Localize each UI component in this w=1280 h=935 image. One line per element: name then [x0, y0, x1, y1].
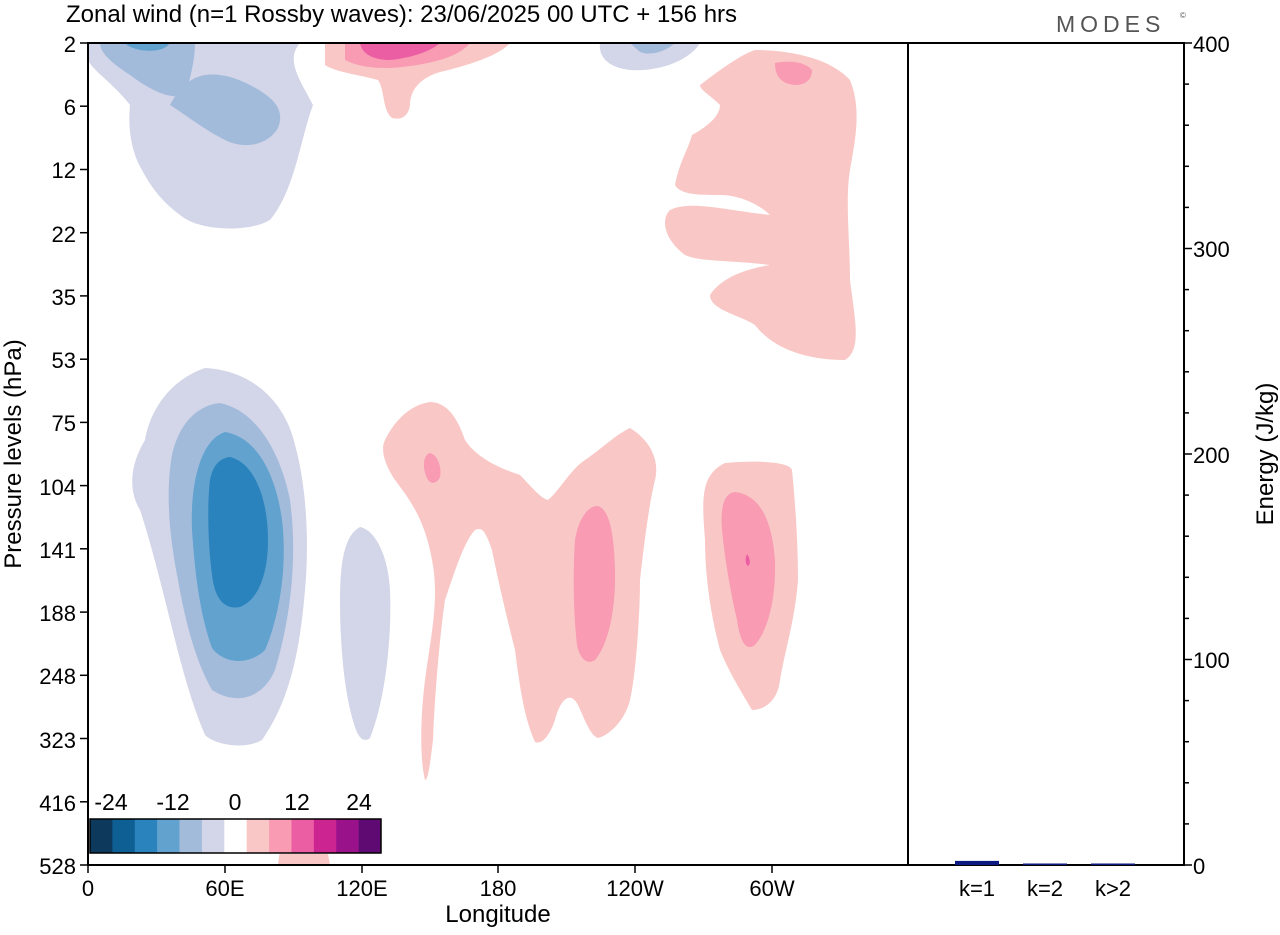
energy-category-k1: k=1 [959, 876, 995, 901]
contour-neg-16-trop-60E [208, 457, 268, 608]
colorbar-cell [179, 819, 203, 853]
contour-neg-8-upper-west-b [170, 74, 281, 146]
pressure-tick-marks [80, 42, 88, 866]
contour-pos-8-trop-130W [573, 505, 616, 662]
y-tick-label-2: 2 [64, 32, 76, 57]
colorbar-cell [90, 819, 113, 853]
contour-neg-4-top-dateline [599, 43, 700, 71]
longitude-axis: 0 60E 120E 180 120W 60W Longitude [82, 865, 795, 928]
energy-bar-k2 [1023, 863, 1067, 865]
brand-logo: MODES [1056, 11, 1165, 37]
x-tick-label-60E: 60E [205, 876, 244, 901]
colorbar-cell [269, 819, 292, 853]
y-tick-label-12: 12 [52, 158, 76, 183]
contour-neg-4-upper-west [88, 43, 313, 229]
colorbar-cell [336, 819, 359, 853]
energy-bar-k1 [955, 860, 999, 865]
colorbar-cell [246, 819, 270, 853]
contour-pos-12-top-125E [360, 43, 440, 60]
colorbar-cell [313, 819, 337, 853]
x-tick-label-60W: 60W [749, 876, 794, 901]
energy-plot-frame [907, 42, 1185, 866]
energy-panel: 400 300 200 100 0 k=1 k=2 k>2 Energy (J/… [907, 32, 1279, 901]
chart-title: Zonal wind (n=1 Rossby waves): 23/06/202… [66, 1, 737, 28]
contour-neg-12-upper-west [125, 43, 170, 51]
energy-axis-title: Energy (J/kg) [1252, 383, 1279, 526]
colorbar-cell [112, 819, 136, 853]
colorbar-label-12: 12 [284, 789, 310, 815]
contour-pos-8-trop-150E [423, 453, 441, 483]
energy-tick-label-200: 200 [1193, 443, 1230, 468]
colorbar-label-24: 24 [346, 789, 372, 815]
x-tick-label-120E: 120E [336, 876, 387, 901]
contour-pos-12-trop-60W [745, 554, 750, 566]
colorbar-cell [224, 819, 247, 853]
energy-category-k2: k=2 [1027, 876, 1063, 901]
y-tick-label-416: 416 [39, 791, 76, 816]
energy-tick-label-100: 100 [1193, 648, 1230, 673]
y-axis-title: Pressure levels (hPa) [0, 339, 27, 568]
energy-tick-label-400: 400 [1193, 32, 1230, 57]
contour-field [88, 43, 857, 865]
contour-pos-8-trop-60W [721, 492, 776, 648]
contour-neg-8-top-dateline [630, 43, 675, 54]
colorbar-cells [90, 819, 382, 853]
colorbar-label-minus12: -12 [156, 789, 189, 815]
colorbar-label-zero: 0 [229, 789, 242, 815]
colorbar-cell [157, 819, 180, 853]
brand-mark: © [1180, 11, 1186, 20]
colorbar-label-minus24: -24 [94, 789, 127, 815]
x-axis-title: Longitude [445, 901, 550, 928]
y-tick-label-528: 528 [39, 854, 76, 879]
energy-tick-label-0: 0 [1193, 854, 1205, 879]
colorbar-frame [89, 818, 382, 854]
contour-pos-4-trop-dateline [383, 402, 657, 780]
y-tick-label-248: 248 [39, 664, 76, 689]
y-tick-label-75: 75 [52, 411, 76, 436]
pressure-axis: 2 6 12 22 35 53 75 104 141 188 248 323 4… [0, 32, 88, 879]
x-tick-label-0: 0 [82, 876, 94, 901]
contour-neg-8-upper-west-a [100, 43, 195, 97]
colorbar-cell [134, 819, 158, 853]
energy-bars [955, 860, 1135, 865]
x-tick-label-180: 180 [480, 876, 517, 901]
y-tick-label-22: 22 [52, 222, 76, 247]
y-tick-label-6: 6 [64, 95, 76, 120]
colorbar-cell [201, 819, 225, 853]
y-tick-label-53: 53 [52, 348, 76, 373]
y-tick-label-104: 104 [39, 475, 76, 500]
energy-tick-marks [1184, 42, 1192, 866]
y-tick-label-188: 188 [39, 601, 76, 626]
energy-tick-label-300: 300 [1193, 237, 1230, 262]
y-tick-label-141: 141 [39, 538, 76, 563]
colorbar: -24 -12 0 12 24 [89, 786, 382, 854]
y-tick-label-35: 35 [52, 285, 76, 310]
contour-pos-8-upper-east [775, 61, 812, 85]
energy-category-k-gt-2: k>2 [1095, 876, 1131, 901]
contour-pos-4-upper-east [665, 50, 857, 360]
colorbar-cell [291, 819, 315, 853]
y-tick-label-323: 323 [39, 728, 76, 753]
colorbar-cell [358, 819, 382, 853]
x-tick-label-120W: 120W [606, 876, 664, 901]
contour-neg-4-trop-120E [340, 527, 391, 740]
energy-bar-k2 [1091, 863, 1135, 865]
